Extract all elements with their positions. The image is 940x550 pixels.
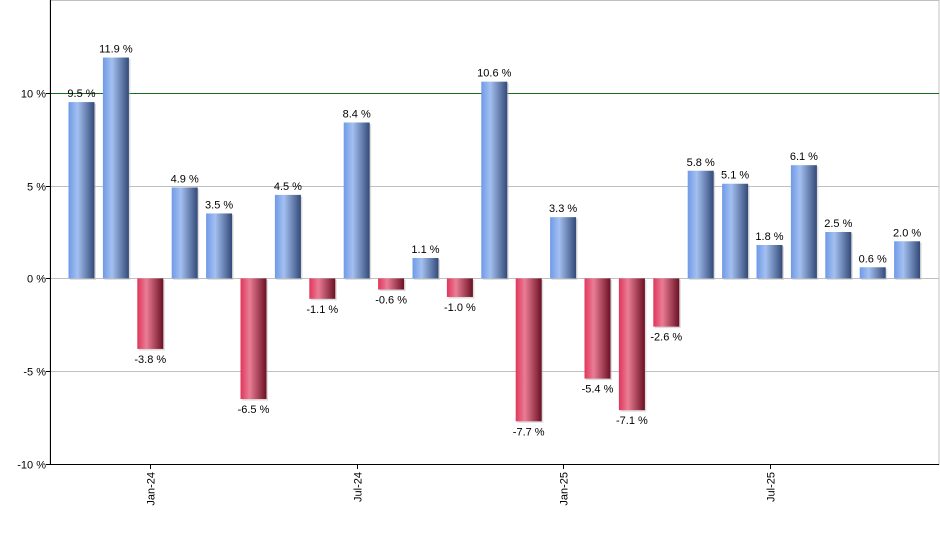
- bar-Sep-24: [412, 257, 439, 279]
- data-label: 1.8 %: [755, 231, 783, 243]
- data-label: -1.0 %: [444, 302, 476, 314]
- data-label: 4.9 %: [171, 173, 199, 185]
- x-tick-label: Jan-24: [146, 472, 158, 506]
- bar-Oct-25: [859, 267, 886, 279]
- data-label: 10.6 %: [477, 68, 511, 80]
- bar-Feb-25: [584, 278, 611, 379]
- data-label: -3.8 %: [134, 354, 166, 366]
- data-label: -0.6 %: [375, 295, 407, 307]
- data-label: 5.1 %: [721, 170, 749, 182]
- data-label: 8.4 %: [343, 108, 371, 120]
- y-tick-label: 10 %: [21, 89, 46, 101]
- data-label: -7.1 %: [616, 415, 648, 427]
- data-label: -1.1 %: [306, 304, 338, 316]
- bar-Feb-24: [171, 187, 198, 279]
- x-tick-label: Jul-25: [766, 472, 778, 502]
- bar-Nov-24: [481, 81, 508, 279]
- data-label: 4.5 %: [274, 181, 302, 193]
- x-tick-label: Jan-25: [559, 472, 571, 506]
- data-label: 5.8 %: [687, 157, 715, 169]
- bar-Jan-24: [137, 278, 164, 349]
- data-label: -6.5 %: [238, 404, 270, 416]
- data-label: 9.5 %: [67, 88, 95, 100]
- bar-Apr-24: [240, 278, 267, 400]
- bar-Apr-25: [653, 278, 680, 327]
- bar-May-24: [274, 194, 301, 279]
- data-label: -5.4 %: [582, 384, 614, 396]
- bar-Jun-24: [309, 278, 336, 299]
- data-label: -7.7 %: [513, 426, 545, 438]
- data-label: 2.0 %: [893, 227, 921, 239]
- bar-Mar-25: [618, 278, 645, 411]
- data-label: 2.5 %: [824, 218, 852, 230]
- bar-Nov-23: [68, 102, 95, 279]
- bar-Dec-24: [515, 278, 542, 422]
- bar-Nov-25: [894, 241, 921, 279]
- data-label: 3.5 %: [205, 199, 233, 211]
- bar-Aug-24: [378, 278, 405, 290]
- y-tick-label: -5 %: [23, 367, 46, 379]
- y-tick-label: -10 %: [17, 460, 46, 472]
- data-label: 11.9 %: [99, 44, 133, 56]
- data-label: 0.6 %: [859, 253, 887, 265]
- data-label: 1.1 %: [411, 244, 439, 256]
- bar-Sep-25: [825, 232, 852, 279]
- bar-Jun-25: [722, 183, 749, 279]
- y-tick-label: 0 %: [27, 274, 46, 286]
- x-tick-label: Jul-24: [353, 472, 365, 502]
- bar-Jul-25: [756, 244, 783, 279]
- bar-Aug-25: [790, 165, 817, 279]
- data-label: 3.3 %: [549, 203, 577, 215]
- bar-Jul-24: [343, 122, 370, 279]
- bar-May-25: [687, 170, 714, 279]
- y-tick-label: 5 %: [27, 182, 46, 194]
- bar-Jan-25: [550, 217, 577, 279]
- bar-Oct-24: [446, 278, 473, 297]
- bar-Mar-24: [206, 213, 233, 279]
- data-label: -2.6 %: [650, 332, 682, 344]
- data-label: 6.1 %: [790, 151, 818, 163]
- bar-Dec-23: [102, 57, 129, 279]
